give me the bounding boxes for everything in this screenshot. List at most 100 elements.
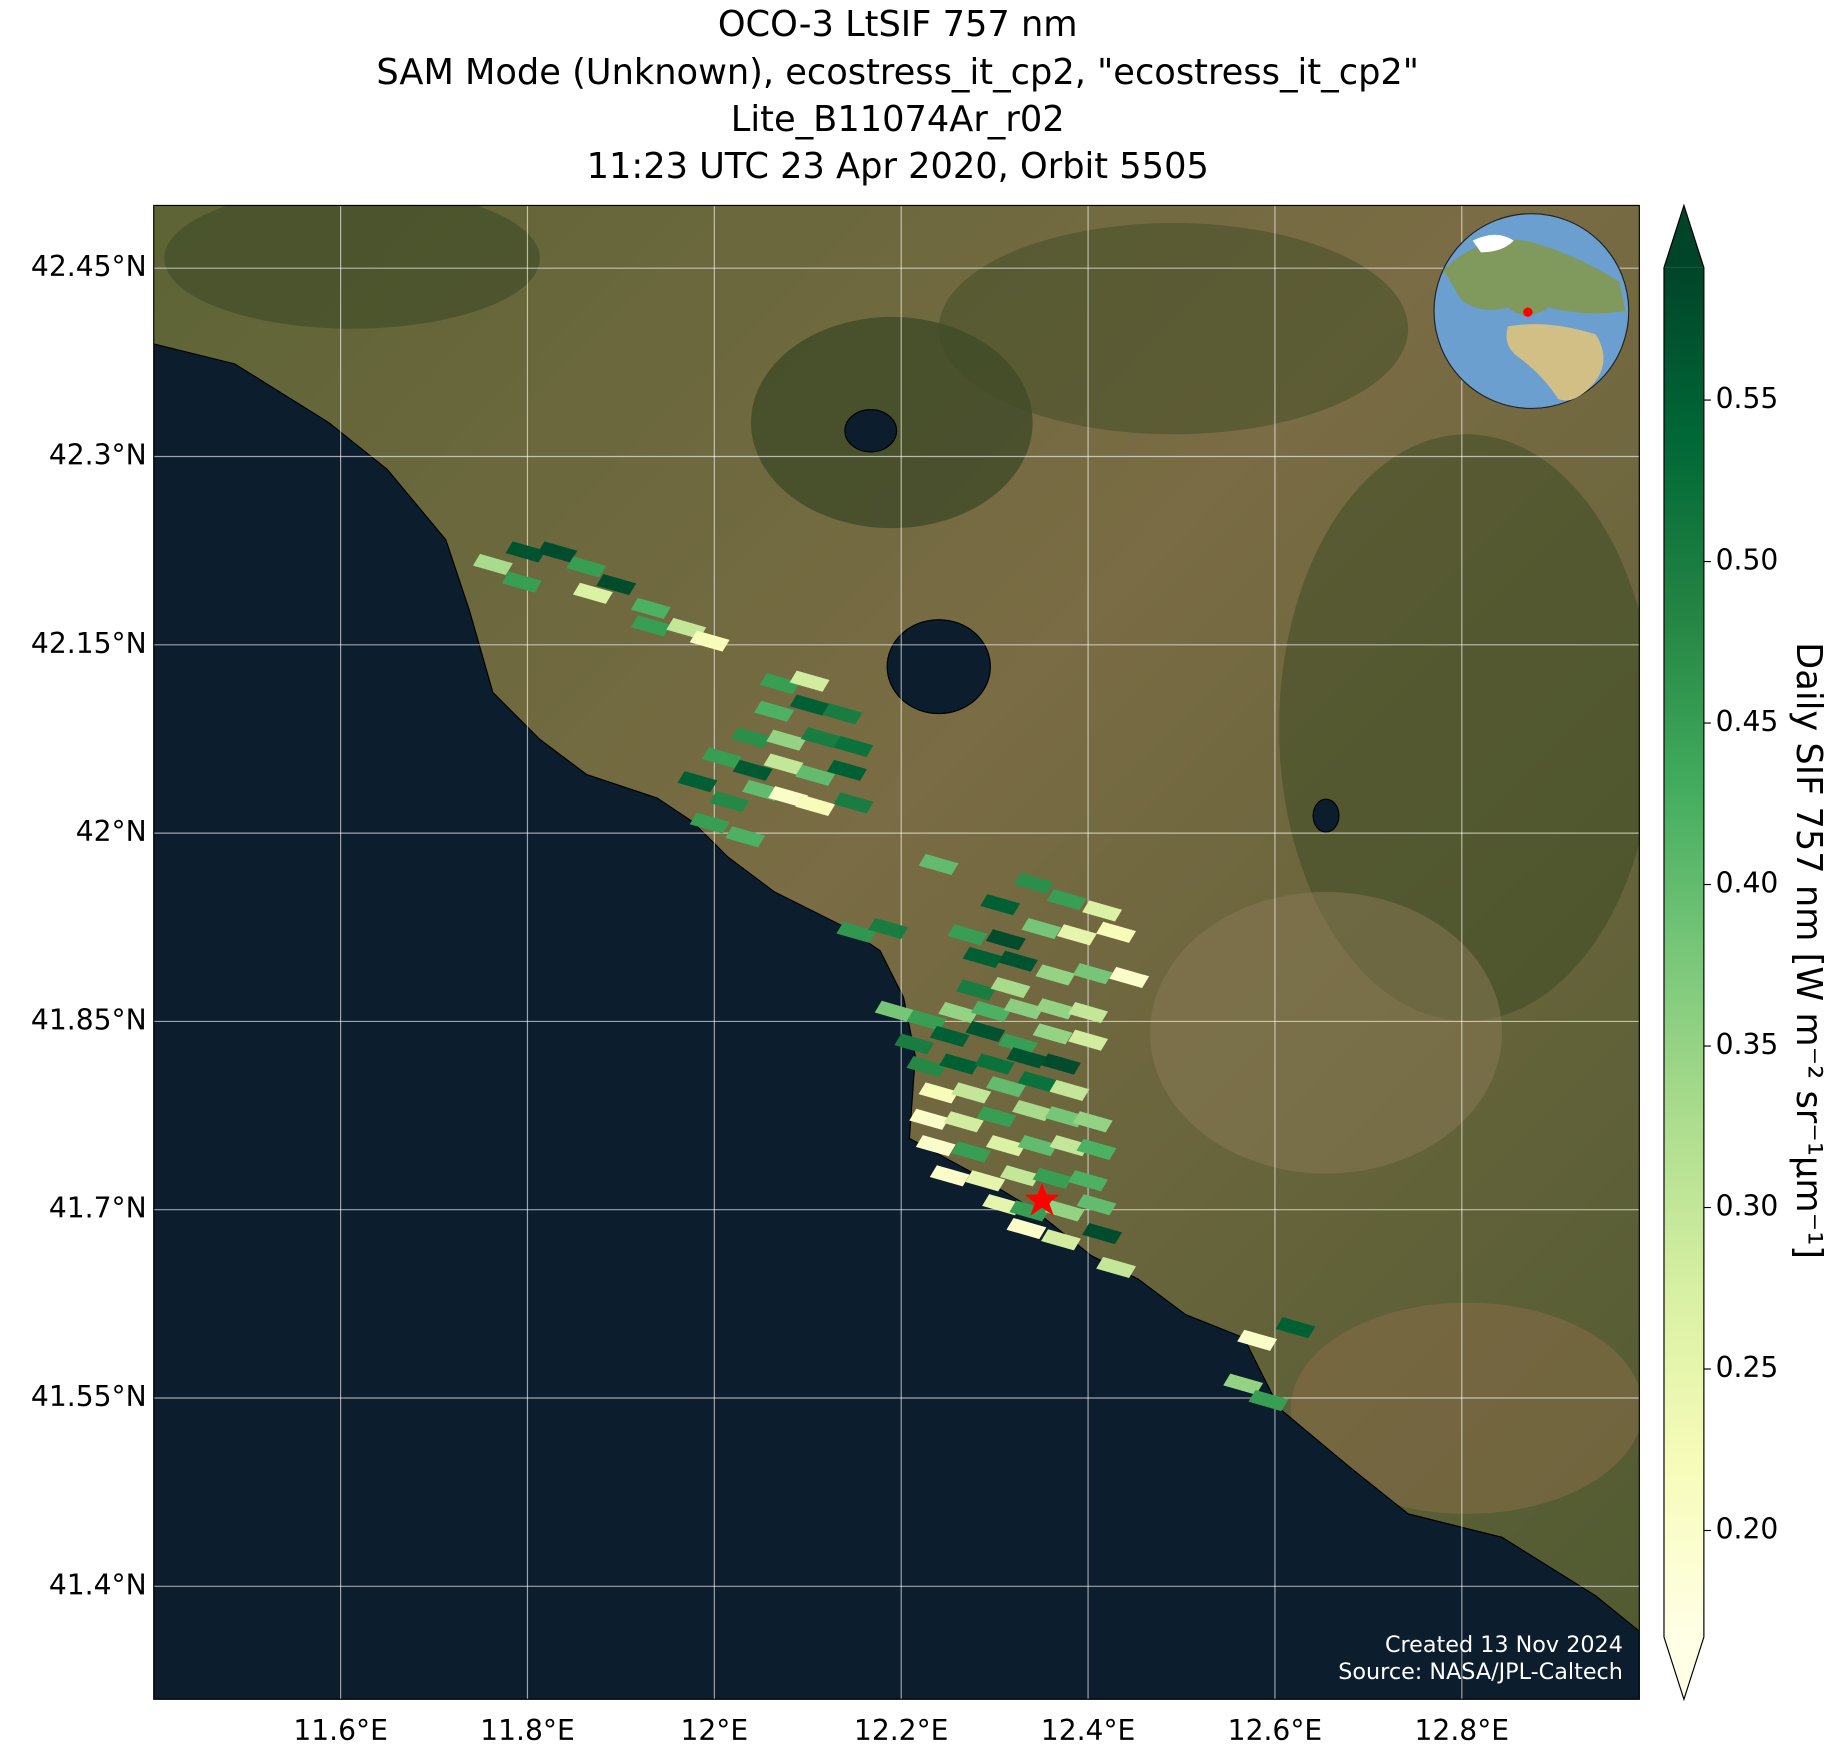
sounding bbox=[1013, 872, 1054, 894]
sounding bbox=[1082, 900, 1123, 922]
basemap bbox=[153, 205, 1640, 1700]
x-tick-label: 12.2°E bbox=[854, 1714, 949, 1747]
y-tick-label: 42.15°N bbox=[31, 627, 147, 660]
sounding bbox=[951, 1082, 992, 1104]
x-tick-label: 11.6°E bbox=[293, 1714, 388, 1747]
sounding bbox=[906, 1056, 947, 1078]
sounding bbox=[938, 1002, 979, 1024]
sounding bbox=[689, 812, 730, 834]
lake bbox=[844, 409, 898, 453]
colorbar-body bbox=[1663, 267, 1704, 1638]
sounding bbox=[1032, 1023, 1073, 1045]
y-tick-label: 41.7°N bbox=[49, 1192, 147, 1225]
sounding bbox=[566, 556, 607, 578]
colorbar-tick-label: 0.55 bbox=[1716, 382, 1779, 415]
globe-land bbox=[1443, 239, 1626, 316]
sounding bbox=[1076, 1194, 1117, 1216]
sounding bbox=[795, 764, 836, 786]
sounding bbox=[759, 673, 800, 695]
sounding bbox=[965, 1020, 1006, 1043]
sounding bbox=[689, 630, 730, 652]
sounding bbox=[630, 597, 671, 619]
y-tick-label: 41.4°N bbox=[49, 1568, 147, 1601]
sounding bbox=[1041, 1229, 1081, 1251]
colorbar-extend-bottom bbox=[1663, 1637, 1704, 1700]
colorbar-tick-label: 0.25 bbox=[1716, 1351, 1779, 1384]
sounding bbox=[868, 917, 909, 940]
forest bbox=[938, 223, 1409, 435]
sounding bbox=[572, 582, 613, 604]
title-line: 11:23 UTC 23 Apr 2020, Orbit 5505 bbox=[587, 146, 1209, 187]
sounding bbox=[962, 946, 1003, 968]
sounding bbox=[833, 735, 874, 758]
x-tick-label: 12.8°E bbox=[1415, 1714, 1510, 1747]
sounding bbox=[596, 573, 637, 596]
sounding bbox=[1275, 1317, 1316, 1339]
colorbar-label: Daily SIF 757 nm [W m⁻² sr⁻¹μm⁻¹] bbox=[1788, 642, 1829, 1259]
sounding bbox=[836, 921, 877, 943]
sounding bbox=[800, 727, 841, 749]
y-tick-label: 42°N bbox=[76, 815, 147, 848]
sounding bbox=[929, 1025, 970, 1048]
sounding bbox=[1046, 889, 1087, 911]
sounding bbox=[725, 826, 766, 848]
sounding bbox=[1012, 1099, 1052, 1122]
sounding bbox=[1021, 917, 1062, 940]
annotation: Source: NASA/JPL-Caltech bbox=[1338, 1659, 1623, 1685]
sounding bbox=[537, 541, 578, 563]
sounding bbox=[763, 753, 804, 775]
lake bbox=[1312, 798, 1340, 833]
x-tick-label: 11.8°E bbox=[480, 1714, 575, 1747]
sounding bbox=[701, 747, 742, 769]
sounding bbox=[985, 929, 1026, 951]
sounding bbox=[1035, 998, 1076, 1020]
sounding bbox=[1072, 1111, 1113, 1133]
x-tick-label: 12.4°E bbox=[1041, 1714, 1136, 1747]
sounding bbox=[1041, 1053, 1081, 1075]
sounding bbox=[789, 670, 830, 692]
sounding bbox=[730, 727, 771, 749]
y-tick-label: 41.55°N bbox=[31, 1380, 147, 1413]
sounding bbox=[998, 950, 1038, 972]
sounding bbox=[874, 1000, 915, 1022]
sounding bbox=[472, 553, 513, 576]
sounding bbox=[956, 979, 996, 1001]
globe-target bbox=[1523, 307, 1533, 317]
sounding bbox=[1049, 1079, 1090, 1102]
y-tick-label: 42.3°N bbox=[49, 439, 147, 472]
sounding bbox=[990, 976, 1031, 999]
sounding bbox=[1035, 964, 1076, 986]
colorbar-extend-top bbox=[1663, 205, 1704, 268]
colorbar-tick-label: 0.20 bbox=[1716, 1512, 1779, 1545]
sounding bbox=[833, 792, 874, 814]
map-frame bbox=[153, 204, 1640, 1700]
sounding bbox=[766, 729, 807, 751]
sounding bbox=[822, 703, 863, 725]
urban bbox=[1150, 891, 1503, 1174]
sounding bbox=[918, 1082, 959, 1104]
sounding bbox=[909, 1108, 950, 1130]
sounding bbox=[1068, 1170, 1109, 1192]
sounding bbox=[1096, 921, 1137, 943]
title-line: OCO-3 LtSIF 757 nm bbox=[718, 4, 1078, 45]
sounding bbox=[1082, 1222, 1123, 1245]
target-star bbox=[1024, 1182, 1060, 1216]
sounding bbox=[754, 700, 795, 722]
sounding bbox=[918, 853, 959, 876]
sounding bbox=[985, 1135, 1026, 1157]
sounding bbox=[1006, 1047, 1047, 1069]
sounding bbox=[732, 759, 773, 781]
sounding bbox=[1109, 966, 1150, 989]
colorbar-tick-label: 0.50 bbox=[1716, 544, 1779, 577]
fields bbox=[1290, 1302, 1640, 1514]
sounding bbox=[505, 541, 546, 563]
sounding bbox=[1032, 1167, 1073, 1189]
sounding bbox=[1248, 1389, 1289, 1412]
sounding bbox=[980, 894, 1021, 916]
sounding bbox=[894, 1033, 935, 1055]
sounding bbox=[827, 759, 867, 781]
sounding bbox=[1068, 1002, 1109, 1024]
sounding bbox=[1044, 1200, 1085, 1222]
forest bbox=[1279, 434, 1640, 1021]
sounding bbox=[985, 1076, 1026, 1098]
